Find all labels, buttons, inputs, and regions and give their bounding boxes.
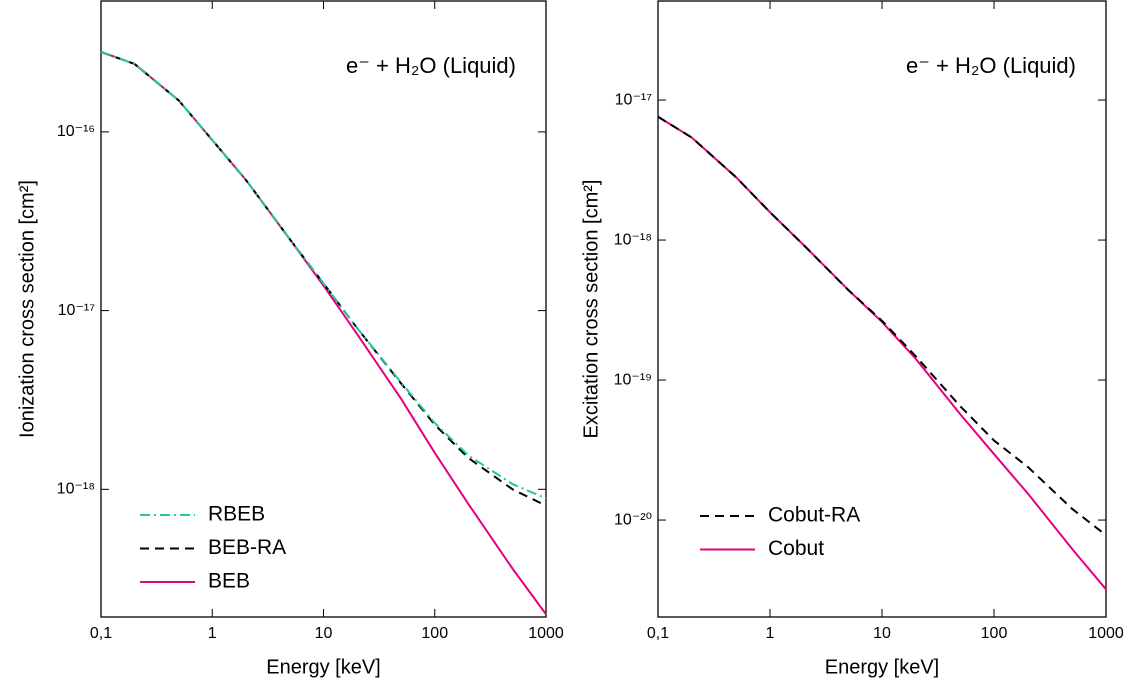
legend-label: RBEB [208,503,265,526]
series-line [657,115,1107,536]
annotation: e⁻ + H₂O (Liquid) [346,53,516,78]
series-line [657,115,1107,590]
x-tick-label: 1 [766,625,775,642]
y-axis-title: Excitation cross section [cm²] [580,180,602,439]
x-axis-title: Energy [keV] [825,656,940,678]
y-tick-label: 10⁻¹⁸ [614,231,652,248]
x-tick-label: 0,1 [90,625,112,642]
x-tick-label: 10 [315,625,333,642]
legend-label: Cobut [768,537,824,560]
y-axis-title: Ionization cross section [cm²] [16,180,38,438]
x-tick-label: 100 [981,625,1008,642]
x-tick-label: 0,1 [647,625,669,642]
y-tick-label: 10⁻¹⁶ [57,123,95,140]
x-tick-label: 10 [873,625,891,642]
y-tick-label: 10⁻¹⁹ [614,371,652,388]
x-tick-label: 1 [208,625,217,642]
x-axis-title: Energy [keV] [266,656,381,678]
legend-label: BEB-RA [208,536,286,559]
x-tick-label: 1000 [528,625,564,642]
plot-frame [657,0,1107,618]
legend-label: Cobut-RA [768,504,860,527]
series-line [100,51,547,507]
x-tick-label: 1000 [1088,625,1124,642]
y-tick-label: 10⁻¹⁸ [57,481,95,498]
x-tick-label: 100 [421,625,448,642]
series-line [100,51,547,615]
legend-label: BEB [208,570,250,593]
plot-frame [100,0,547,618]
y-tick-label: 10⁻¹⁷ [615,91,653,108]
y-tick-label: 10⁻¹⁷ [58,302,96,319]
annotation: e⁻ + H₂O (Liquid) [906,53,1076,78]
y-tick-label: 10⁻²⁰ [614,511,652,528]
series-line [100,51,547,500]
